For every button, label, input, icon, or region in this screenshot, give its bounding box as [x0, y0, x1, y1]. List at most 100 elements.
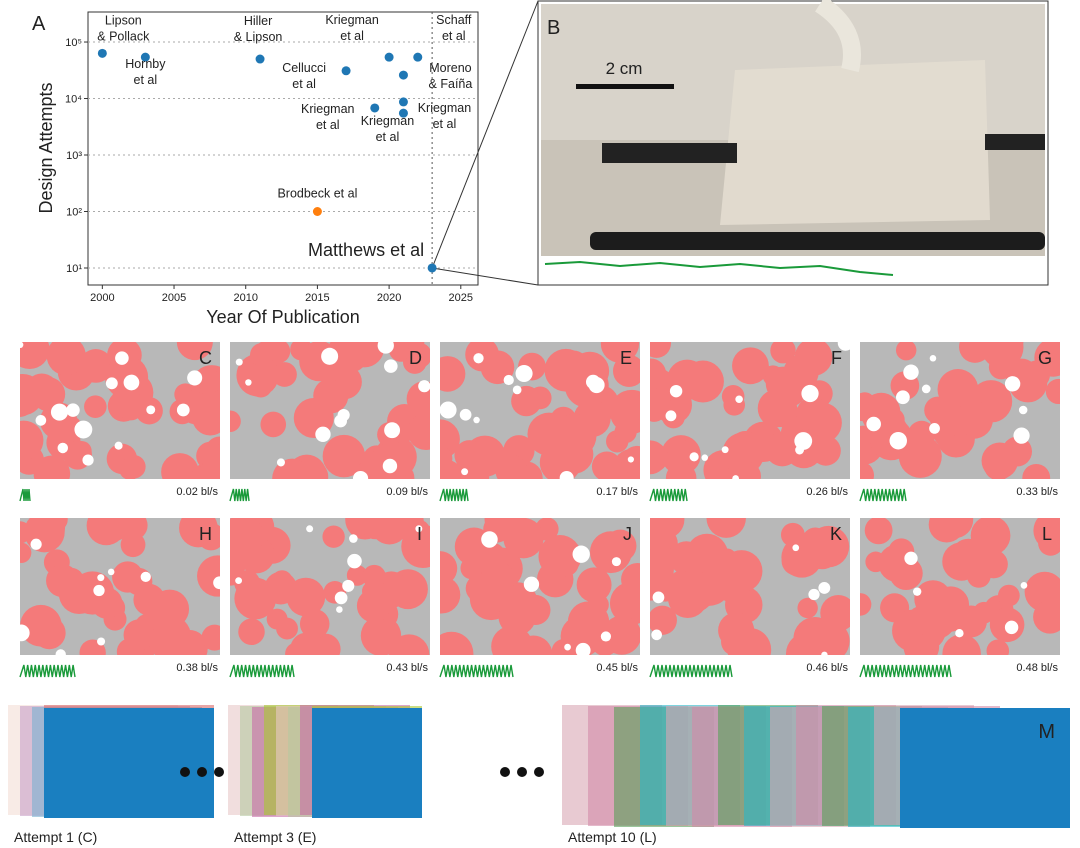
hole	[837, 342, 850, 351]
tissue	[551, 638, 577, 655]
hole	[889, 431, 907, 450]
tissue	[356, 589, 391, 623]
panel-label: B	[547, 17, 560, 39]
tissue	[454, 440, 485, 471]
trajectory	[229, 664, 295, 678]
hole	[821, 651, 828, 655]
speed-label: 0.45 bl/s	[596, 662, 638, 674]
tissue	[665, 462, 697, 479]
speed-label: 0.48 bl/s	[1016, 662, 1058, 674]
tissue	[981, 342, 1024, 369]
y-axis-label: Design Attempts	[36, 82, 56, 213]
tissue	[148, 624, 184, 655]
trajectory	[229, 488, 250, 502]
point	[370, 103, 380, 113]
plot-frame	[87, 11, 479, 286]
tissue	[238, 618, 265, 646]
hole	[611, 557, 621, 567]
tissue	[389, 518, 424, 540]
tissue	[46, 342, 86, 376]
tissue	[651, 607, 672, 628]
tissue	[234, 570, 261, 596]
hole	[55, 649, 66, 655]
tissue	[1045, 378, 1060, 405]
tissue	[928, 518, 965, 543]
panel-label: F	[831, 348, 842, 368]
tissue	[406, 342, 430, 369]
hole	[669, 384, 683, 398]
hole	[818, 582, 831, 594]
point-label: Kriegman et al	[418, 101, 472, 131]
tissue	[491, 625, 533, 655]
trajectory	[859, 488, 907, 502]
point-label: Kriegman et al	[325, 13, 379, 43]
hole	[123, 374, 140, 391]
panel-label: I	[417, 524, 422, 544]
hole	[652, 591, 665, 604]
point	[398, 97, 408, 107]
tissue	[672, 570, 715, 613]
tissue	[260, 411, 287, 438]
speed-label: 0.26 bl/s	[806, 486, 848, 498]
blobs	[440, 518, 640, 655]
y-tick-label: 10⁴	[65, 94, 82, 106]
tissue	[614, 392, 640, 423]
x-tick-label: 2020	[377, 292, 401, 304]
y-tick-label: 10⁵	[65, 37, 82, 49]
tissue	[440, 576, 461, 614]
tissue	[979, 549, 1008, 579]
tissue	[520, 594, 551, 626]
hole	[315, 426, 331, 442]
hole	[481, 531, 498, 548]
blobs	[20, 342, 220, 479]
robot-body	[720, 60, 990, 225]
hole	[342, 579, 355, 592]
tissue	[20, 420, 44, 460]
tissue	[179, 518, 218, 548]
panel-label: J	[623, 524, 632, 544]
point-label: Matthews et al	[308, 240, 424, 260]
x-tick-label: 2000	[90, 292, 114, 304]
hole	[512, 385, 522, 395]
ellipsis-dot	[197, 767, 207, 777]
tissue	[612, 354, 640, 387]
tissue	[650, 398, 667, 422]
tissue	[591, 451, 622, 479]
hole	[352, 470, 369, 479]
tissue	[804, 642, 828, 655]
hole	[440, 401, 457, 419]
tissue	[650, 543, 673, 568]
simulation-panel: C 0.02 bl/s	[19, 342, 220, 502]
hole	[955, 629, 964, 638]
tissue	[959, 342, 991, 363]
tissue	[440, 356, 466, 392]
hole	[921, 384, 931, 394]
blobs	[230, 518, 430, 655]
simulation-panel: G 0.33 bl/s	[859, 342, 1060, 502]
panel-label: H	[199, 524, 212, 544]
hole	[575, 642, 591, 655]
tissue	[895, 342, 917, 361]
scale-label: 2 cm	[606, 59, 643, 78]
hole	[276, 458, 285, 467]
rod	[985, 134, 1045, 150]
tissue	[322, 525, 345, 548]
hole	[904, 551, 918, 565]
speed-label: 0.38 bl/s	[176, 662, 218, 674]
hole	[115, 351, 129, 365]
tissue	[346, 565, 368, 586]
tissue	[797, 597, 818, 619]
tissue	[475, 592, 501, 619]
tissue	[552, 413, 597, 458]
point-label: Brodbeck et al	[277, 187, 357, 201]
hole	[689, 452, 699, 462]
point-label: Moreno & Faíña	[429, 61, 473, 91]
zoom-line	[432, 267, 539, 286]
tissue	[196, 458, 220, 479]
tissue	[907, 420, 936, 449]
tissue	[942, 634, 981, 655]
tissue	[20, 542, 32, 563]
hole	[382, 458, 398, 474]
panel-label: E	[620, 348, 632, 368]
hole	[235, 577, 242, 584]
